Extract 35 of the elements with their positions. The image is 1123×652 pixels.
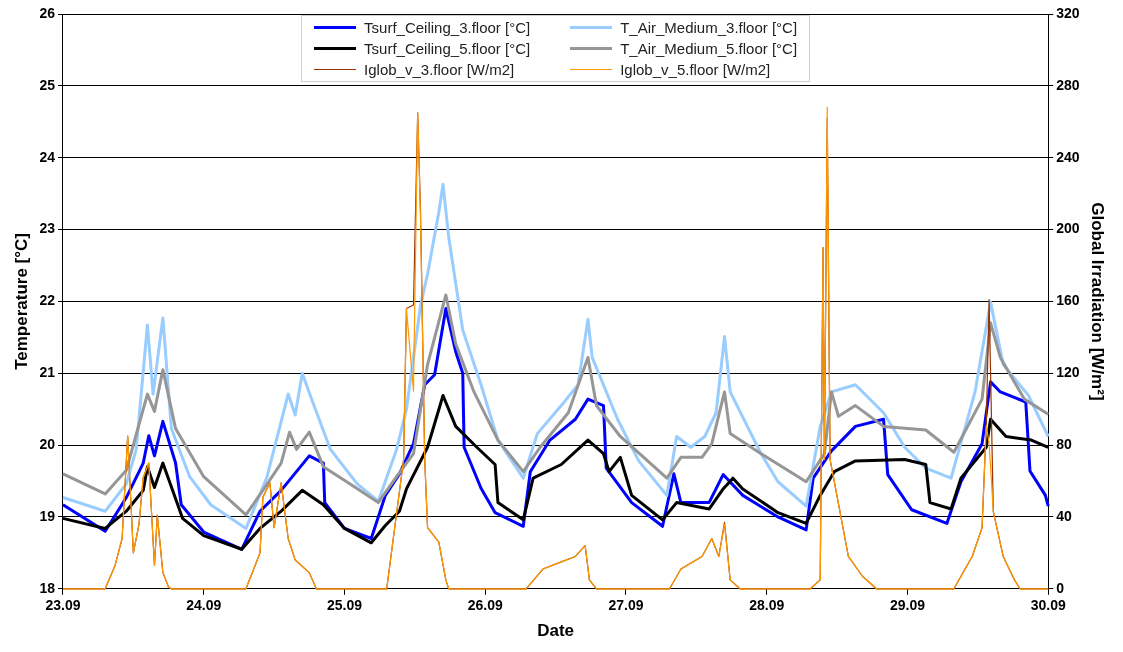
x-tick-label: 30.09: [1030, 597, 1066, 614]
y2-tick-label: 40: [1056, 507, 1073, 524]
y2-tick-label: 320: [1056, 4, 1080, 21]
y-tick-label: 18: [39, 579, 56, 596]
x-tick-label: 29.09: [889, 597, 926, 614]
y2-axis-title: Global Irradiation [W/m²]: [1088, 202, 1108, 401]
x-tick-label: 27.09: [608, 597, 644, 614]
x-tick-label: 26.09: [467, 597, 503, 614]
y-tick-label: 23: [39, 220, 56, 237]
y2-tick-label: 280: [1056, 76, 1080, 93]
y2-tick-label: 0: [1056, 579, 1065, 596]
legend-label: T_Air_Medium_3.floor [°C]: [620, 19, 798, 36]
legend-label: Iglob_v_3.floor [W/m2]: [364, 61, 515, 78]
y-tick-label: 19: [39, 507, 56, 524]
x-tick-label: 28.09: [749, 597, 785, 614]
legend-label: Tsurf_Ceiling_5.floor [°C]: [364, 40, 531, 57]
legend-label: T_Air_Medium_5.floor [°C]: [620, 40, 798, 57]
y-tick-label: 22: [39, 292, 56, 309]
legend-label: Iglob_v_5.floor [W/m2]: [620, 61, 771, 78]
y2-tick-label: 240: [1056, 148, 1080, 165]
x-tick-label: 23.09: [45, 597, 81, 614]
y2-tick-label: 80: [1056, 435, 1073, 452]
y-tick-label: 21: [39, 364, 56, 381]
y-tick-label: 26: [39, 4, 56, 21]
y2-tick-label: 160: [1056, 292, 1080, 309]
y-axis-title: Temperature [°C]: [11, 232, 31, 370]
x-tick-label: 25.09: [326, 597, 363, 614]
y-tick-label: 25: [39, 76, 56, 93]
y-tick-label: 24: [39, 148, 56, 165]
y-tick-label: 20: [39, 435, 56, 452]
x-tick-label: 24.09: [186, 597, 222, 614]
y2-tick-label: 120: [1056, 364, 1080, 381]
y2-tick-label: 200: [1056, 220, 1080, 237]
legend-label: Tsurf_Ceiling_3.floor [°C]: [364, 19, 531, 36]
x-axis-title: Date: [537, 621, 575, 641]
